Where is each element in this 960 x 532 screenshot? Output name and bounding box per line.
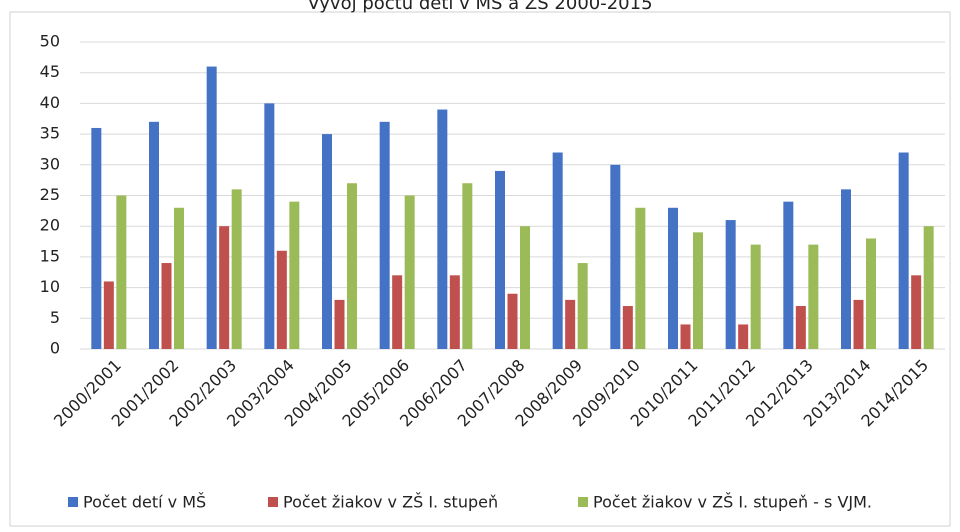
y-tick-label: 10	[40, 277, 60, 296]
bar	[91, 127, 102, 350]
y-tick-label: 15	[40, 246, 60, 265]
bar	[520, 226, 530, 349]
legend-label: Počet žiakov v ZŠ I. stupeň	[283, 493, 498, 512]
bar	[379, 121, 390, 349]
bar	[783, 201, 794, 349]
legend-swatch	[268, 497, 278, 507]
y-tick-label: 20	[40, 216, 60, 235]
bar	[898, 152, 909, 349]
bar	[334, 299, 345, 349]
bar	[841, 189, 851, 349]
bar	[507, 293, 518, 349]
bar	[219, 226, 230, 349]
bar	[462, 183, 473, 349]
bar	[404, 195, 415, 349]
bar	[231, 189, 242, 349]
legend-label: Počet žiakov v ZŠ I. stupeň - s VJM.	[593, 493, 872, 512]
legend-label: Počet detí v MŠ	[83, 493, 206, 512]
bar	[750, 244, 761, 349]
bar	[622, 306, 633, 349]
y-tick-label: 50	[40, 32, 60, 51]
y-tick-label: 5	[50, 308, 60, 327]
bar	[206, 66, 217, 349]
bar	[738, 324, 749, 349]
bar	[635, 207, 646, 349]
bar	[911, 275, 922, 349]
bar	[347, 183, 357, 349]
bar	[668, 207, 678, 349]
bar	[161, 263, 172, 349]
bar	[565, 299, 576, 349]
bar	[437, 109, 448, 349]
bar	[103, 281, 114, 349]
bar	[289, 201, 300, 349]
bar	[693, 232, 703, 349]
legend-swatch	[578, 497, 588, 507]
y-tick-label: 30	[40, 154, 60, 173]
bar	[495, 170, 505, 349]
bar	[866, 238, 876, 349]
y-tick-label: 25	[40, 185, 60, 204]
y-tick-label: 40	[40, 93, 60, 112]
bar	[449, 275, 460, 349]
bar	[725, 220, 736, 349]
bar	[149, 121, 159, 349]
bar	[808, 244, 819, 349]
bar	[276, 250, 287, 349]
bar	[853, 299, 864, 349]
y-tick-label: 35	[40, 124, 60, 143]
bar	[174, 207, 184, 349]
chart-title: Vývoj počtu detí v MŠ a ZŠ 2000-2015	[307, 0, 652, 14]
y-tick-label: 45	[40, 62, 60, 81]
bar	[577, 263, 588, 349]
bar	[322, 134, 332, 349]
legend-swatch	[68, 497, 78, 507]
bar	[392, 275, 403, 349]
y-tick-label: 0	[50, 339, 60, 358]
bar	[923, 226, 934, 349]
bar	[552, 152, 563, 349]
bar	[795, 306, 806, 349]
bar	[680, 324, 691, 349]
bar	[116, 195, 127, 349]
bar	[610, 164, 621, 349]
bar	[264, 103, 275, 350]
